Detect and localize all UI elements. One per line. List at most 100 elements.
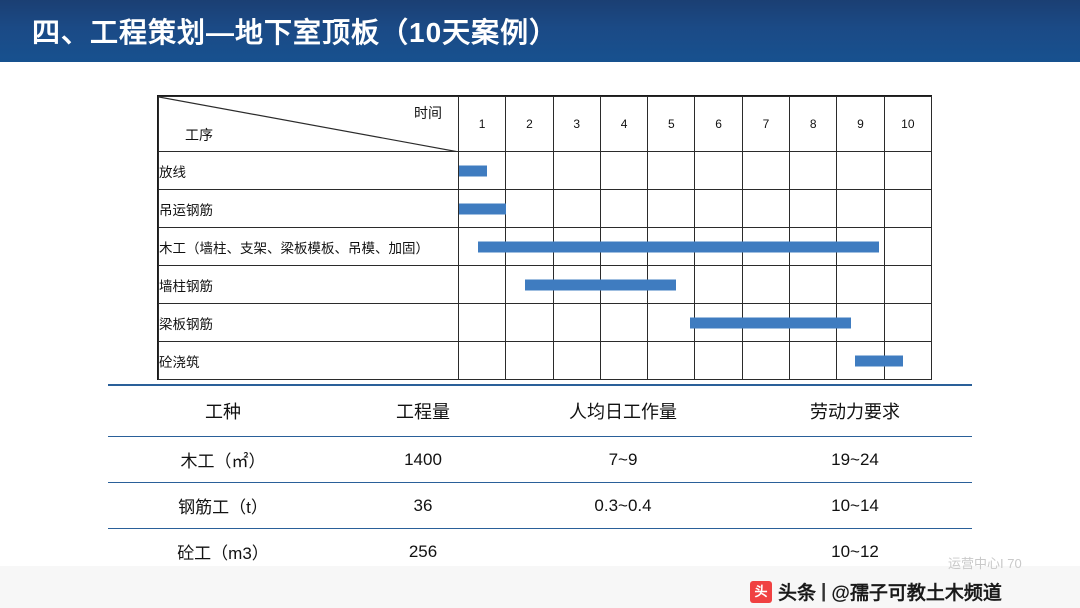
gantt-cell (505, 151, 554, 190)
gantt-cell (552, 227, 601, 266)
labor-cell-workers: 10~14 (738, 482, 972, 529)
gantt-row: 砼浇筑 (158, 341, 932, 380)
bottom-strip (0, 566, 1080, 608)
gantt-cell (883, 341, 932, 380)
gantt-body: 放线 吊运钢筋 木工（墙柱、支架、梁板模板、吊模、加固） 墙柱钢筋 梁板钢筋 (158, 151, 932, 380)
toutiao-logo-icon: 头 (750, 580, 772, 603)
gantt-cell (694, 341, 743, 380)
corner-watermark: 运营中心I 70 (948, 556, 1022, 571)
gantt-day-header: 4 (599, 96, 649, 152)
gantt-cell (599, 189, 649, 228)
gantt-table: 工序 时间 1 2 3 4 5 6 7 8 9 10 放线 (158, 96, 932, 380)
gantt-cell (741, 227, 791, 266)
gantt-header-row: 工序 时间 1 2 3 4 5 6 7 8 9 10 (158, 96, 932, 152)
gantt-day-header: 6 (694, 96, 743, 152)
gantt-cell (883, 151, 932, 190)
gantt-cell (599, 151, 649, 190)
gantt-task-label: 梁板钢筋 (158, 303, 459, 342)
gantt-row: 梁板钢筋 (158, 303, 932, 342)
gantt-task-label: 墙柱钢筋 (158, 265, 459, 304)
gantt-cell (457, 341, 507, 380)
gantt-cell (789, 341, 838, 380)
footer-brand-name: 头条 (778, 583, 817, 604)
gantt-cell (789, 265, 838, 304)
gantt-cell (505, 227, 554, 266)
gantt-task-label: 砼浇筑 (158, 341, 459, 380)
labor-table: 工种 工程量 人均日工作量 劳动力要求 木工（㎡） 1400 7~9 19~24… (108, 384, 972, 575)
gantt-task-label: 木工（墙柱、支架、梁板模板、吊模、加固） (158, 227, 459, 266)
diagonal-divider-icon (159, 97, 455, 151)
labor-cell-daily: 0.3~0.4 (508, 482, 738, 529)
gantt-cell (789, 303, 838, 342)
gantt-cell (741, 341, 791, 380)
gantt-row: 木工（墙柱、支架、梁板模板、吊模、加固） (158, 227, 932, 266)
gantt-cell (505, 341, 554, 380)
gantt-day-header: 2 (505, 96, 554, 152)
labor-cell-workers: 19~24 (738, 436, 972, 483)
labor-table-header-cell: 工种 (108, 384, 338, 437)
gantt-cell (647, 151, 696, 190)
footer-account-name: @孺子可教土木频道 (831, 583, 1002, 604)
gantt-day-header: 7 (741, 96, 791, 152)
gantt-cell (741, 189, 791, 228)
gantt-cell (505, 303, 554, 342)
gantt-cell (599, 227, 649, 266)
gantt-cell (647, 341, 696, 380)
gantt-day-header: 3 (552, 96, 601, 152)
gantt-cell (883, 303, 932, 342)
labor-cell-daily: 7~9 (508, 436, 738, 483)
gantt-cell (789, 227, 838, 266)
gantt-cell (647, 303, 696, 342)
gantt-cell (599, 341, 649, 380)
gantt-cell (647, 265, 696, 304)
gantt-cell (883, 227, 932, 266)
gantt-cell (505, 189, 554, 228)
gantt-cell (789, 189, 838, 228)
gantt-cell (883, 189, 932, 228)
labor-cell-trade: 木工（㎡） (108, 436, 338, 483)
labor-table-header-cell: 人均日工作量 (508, 384, 738, 437)
gantt-cell (599, 303, 649, 342)
gantt-cell (694, 227, 743, 266)
gantt-task-label: 放线 (158, 151, 459, 190)
gantt-cell (647, 189, 696, 228)
gantt-row: 墙柱钢筋 (158, 265, 932, 304)
gantt-cell (694, 151, 743, 190)
gantt-cell (457, 189, 507, 228)
gantt-cell (457, 265, 507, 304)
gantt-cell (694, 189, 743, 228)
gantt-cell (883, 265, 932, 304)
gantt-cell (836, 303, 885, 342)
gantt-cell (505, 265, 554, 304)
gantt-cell (836, 265, 885, 304)
gantt-row: 吊运钢筋 (158, 189, 932, 228)
gantt-cell (552, 189, 601, 228)
labor-cell-quantity: 36 (338, 482, 508, 529)
gantt-corner-cell: 工序 时间 (158, 96, 459, 152)
gantt-cell (552, 151, 601, 190)
gantt-cell (741, 265, 791, 304)
gantt-cell (741, 151, 791, 190)
gantt-cell (789, 151, 838, 190)
footer-separator: | (821, 580, 827, 602)
gantt-cell (647, 227, 696, 266)
gantt-cell (836, 189, 885, 228)
labor-cell-quantity: 1400 (338, 436, 508, 483)
gantt-time-label: 时间 (414, 105, 442, 121)
gantt-cell (552, 341, 601, 380)
gantt-chart: 工序 时间 1 2 3 4 5 6 7 8 9 10 放线 (157, 95, 932, 380)
gantt-cell (457, 303, 507, 342)
gantt-task-label: 吊运钢筋 (158, 189, 459, 228)
gantt-row: 放线 (158, 151, 932, 190)
slide-header: 四、工程策划—地下室顶板（10天案例） (0, 0, 1080, 62)
gantt-cell (836, 341, 885, 380)
gantt-cell (836, 227, 885, 266)
gantt-cell (694, 303, 743, 342)
labor-table-header-cell: 劳动力要求 (738, 384, 972, 437)
page-title: 四、工程策划—地下室顶板（10天案例） (32, 17, 559, 48)
gantt-day-header: 8 (789, 96, 838, 152)
gantt-day-header: 10 (883, 96, 932, 152)
gantt-cell (457, 151, 507, 190)
gantt-cell (552, 303, 601, 342)
